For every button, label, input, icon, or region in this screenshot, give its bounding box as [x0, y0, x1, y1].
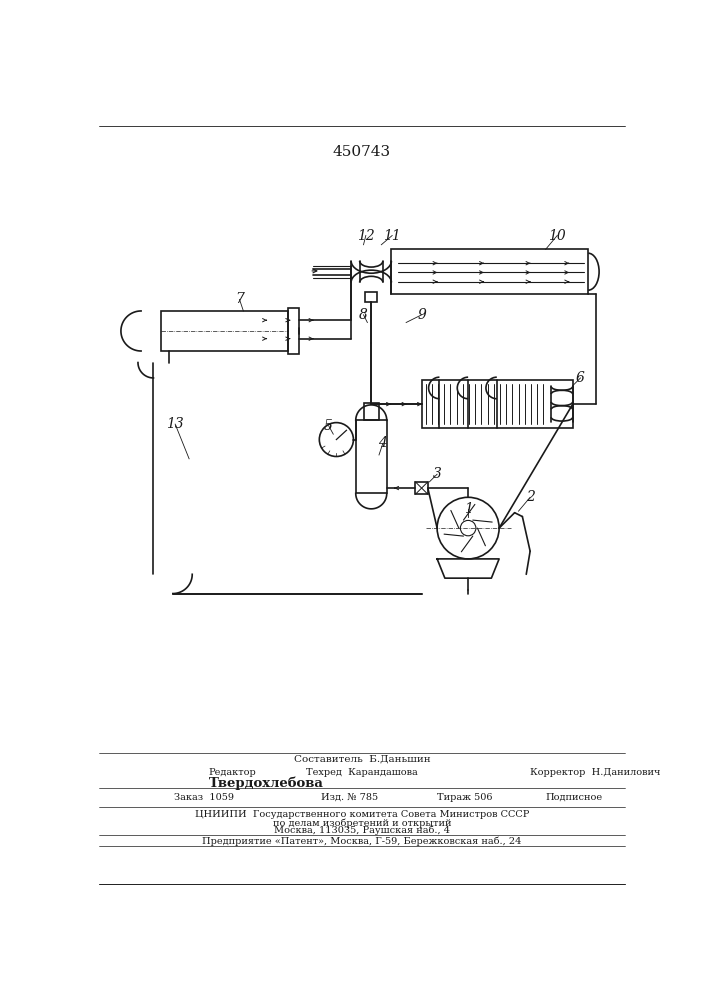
Text: Изд. № 785: Изд. № 785 [321, 793, 378, 802]
Text: ЦНИИПИ  Государственного комитета Совета Министров СССР: ЦНИИПИ Государственного комитета Совета … [194, 810, 529, 819]
Text: 13: 13 [166, 417, 184, 431]
Text: Корректор  Н.Данилович: Корректор Н.Данилович [530, 768, 660, 777]
Text: Редактор: Редактор [209, 768, 256, 777]
Text: 4: 4 [378, 436, 387, 450]
Bar [161, 311, 288, 351]
Text: 9: 9 [417, 308, 426, 322]
Text: Подписное: Подписное [546, 793, 603, 802]
Text: по делам изобретений и открытий: по делам изобретений и открытий [273, 818, 451, 828]
Text: Тираж 506: Тираж 506 [437, 793, 493, 802]
Bar [363, 403, 379, 420]
Bar [365, 292, 378, 302]
Text: 12: 12 [357, 229, 375, 242]
Text: 11: 11 [383, 229, 401, 242]
Text: 5: 5 [325, 419, 333, 433]
Bar [288, 308, 299, 354]
Text: 10: 10 [549, 229, 566, 242]
Text: Предприятие «Патент», Москва, Г-59, Бережковская наб., 24: Предприятие «Патент», Москва, Г-59, Бере… [202, 837, 522, 846]
Text: 450743: 450743 [333, 145, 391, 159]
Text: Заказ  1059: Заказ 1059 [174, 793, 233, 802]
Text: Техред  Карандашова: Техред Карандашова [306, 768, 418, 777]
Text: 1: 1 [464, 502, 472, 516]
Text: 8: 8 [359, 308, 368, 322]
Text: Москва, 113035, Раушская наб., 4: Москва, 113035, Раушская наб., 4 [274, 826, 450, 835]
Bar [356, 420, 387, 493]
Bar [416, 482, 428, 494]
Text: Составитель  Б.Даньшин: Составитель Б.Даньшин [293, 755, 431, 764]
Text: 7: 7 [235, 292, 244, 306]
Text: Твердохлебова: Твердохлебова [209, 777, 323, 790]
Text: 6: 6 [576, 371, 585, 385]
Bar [391, 249, 588, 294]
Bar [421, 380, 573, 428]
Text: 3: 3 [433, 467, 442, 481]
Text: 2: 2 [526, 490, 534, 504]
